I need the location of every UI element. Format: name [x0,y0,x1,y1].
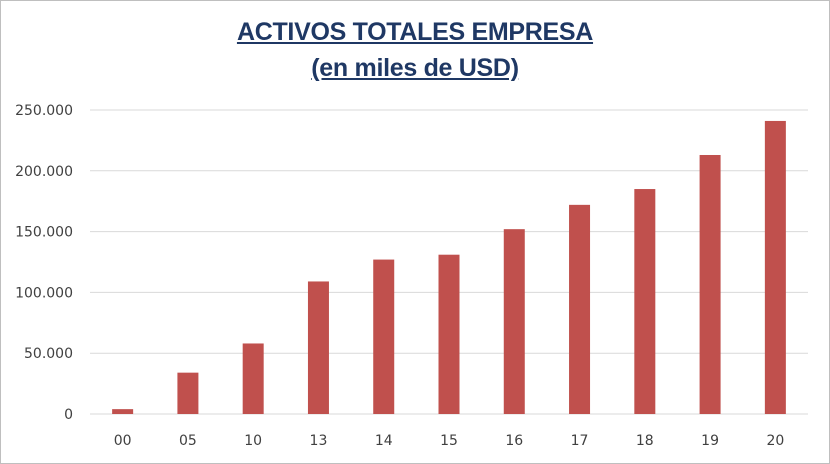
bars [112,120,786,414]
bar [503,229,525,414]
y-tick-label: 0 [64,407,73,423]
bar [177,372,199,414]
bar [634,189,656,414]
y-tick-label: 200.000 [15,164,73,180]
y-tick-label: 50.000 [24,346,73,362]
x-tick-label: 00 [114,433,132,449]
x-tick-label: 15 [440,433,458,449]
x-tick-label: 19 [701,433,719,449]
x-tick-label: 17 [571,433,589,449]
x-tick-label: 13 [310,433,328,449]
chart-subtitle: (en miles de USD) [311,54,519,82]
x-tick-label: 10 [244,433,262,449]
bar [764,120,786,414]
bar [242,343,264,414]
x-tick-label: 18 [636,433,654,449]
y-tick-label: 100.000 [15,285,73,301]
x-axis-ticks: 00 05 10 13 14 15 16 17 18 19 20 [114,433,785,449]
x-tick-label: 14 [375,433,393,449]
x-tick-label: 05 [179,433,197,449]
chart-title: ACTIVOS TOTALES EMPRESA [236,18,594,46]
bar [112,409,134,414]
bar [699,154,721,414]
bar [373,259,395,414]
y-axis-ticks: 0 50.000 100.000 150.000 200.000 250.000 [15,103,73,423]
y-tick-label: 250.000 [15,103,73,119]
bar [438,254,460,414]
bar [569,204,591,414]
y-tick-label: 150.000 [15,225,73,241]
x-tick-label: 16 [505,433,523,449]
bar [307,281,329,414]
x-tick-label: 20 [766,433,784,449]
